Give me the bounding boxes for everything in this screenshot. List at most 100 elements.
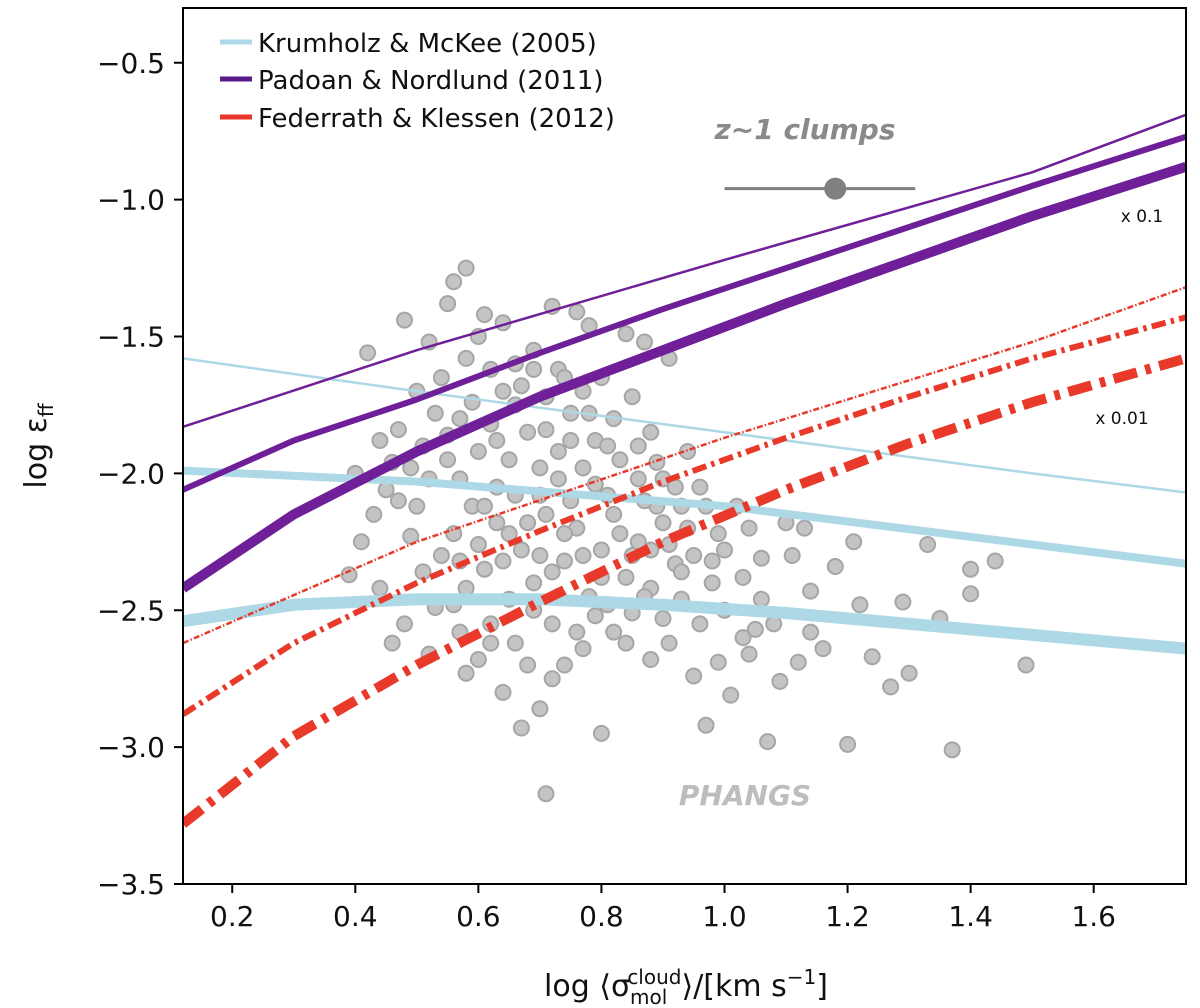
phangs-point bbox=[512, 377, 530, 395]
x-tick-label: 1.6 bbox=[1071, 900, 1116, 933]
phangs-point bbox=[814, 640, 832, 658]
phangs-point bbox=[519, 656, 537, 674]
model-line-federrath-thin bbox=[183, 286, 1186, 645]
phangs-point bbox=[783, 547, 801, 564]
model-line-krumholz-thick bbox=[183, 593, 1186, 655]
legend-label-krumholz: Krumholz & McKee (2005) bbox=[258, 29, 597, 59]
phangs-point bbox=[900, 664, 918, 682]
phangs-point bbox=[709, 653, 727, 671]
phangs-point bbox=[617, 325, 635, 343]
phangs-point bbox=[402, 527, 420, 545]
phangs-point bbox=[537, 785, 555, 803]
phangs-point bbox=[919, 536, 937, 553]
legend-label-padoan: Padoan & Nordlund (2011) bbox=[258, 66, 604, 96]
phangs-point bbox=[389, 421, 407, 439]
phangs-point bbox=[765, 615, 783, 633]
phangs-point bbox=[402, 459, 420, 477]
x-tick-label: 0.4 bbox=[333, 900, 378, 933]
phangs-point bbox=[703, 552, 721, 570]
phangs-point bbox=[734, 629, 752, 647]
clump-marker bbox=[724, 177, 916, 200]
phangs-point bbox=[519, 423, 537, 441]
x-tick-label: 0.8 bbox=[579, 900, 624, 933]
phangs-point bbox=[839, 735, 857, 753]
phangs-point bbox=[789, 653, 807, 671]
phangs-point bbox=[759, 733, 777, 751]
phangs-point bbox=[556, 525, 573, 543]
phangs-point bbox=[531, 700, 549, 718]
x-tick-label: 1.2 bbox=[825, 900, 870, 933]
phangs-point bbox=[882, 678, 900, 696]
phangs-point bbox=[396, 615, 413, 633]
phangs-point bbox=[543, 563, 561, 581]
legend-label-federrath: Federrath & Klessen (2012) bbox=[258, 104, 615, 134]
phangs-point bbox=[685, 547, 703, 564]
x-tick-label: 1.0 bbox=[702, 900, 747, 933]
phangs-point bbox=[383, 634, 401, 652]
model-line-padoan-thin bbox=[183, 113, 1186, 428]
phangs-point bbox=[592, 724, 610, 742]
phangs-point bbox=[556, 552, 573, 570]
phangs-point bbox=[556, 656, 573, 674]
y-tick-label: −2.0 bbox=[97, 457, 165, 490]
x-tick-label: 0.6 bbox=[456, 900, 501, 933]
legend: Krumholz & McKee (2005) Padoan & Nordlun… bbox=[220, 29, 615, 134]
phangs-point bbox=[574, 459, 592, 477]
phangs-point bbox=[740, 645, 758, 663]
phangs-point bbox=[771, 672, 789, 690]
y-tick-label: −2.5 bbox=[97, 594, 165, 627]
phangs-point bbox=[574, 547, 592, 564]
phangs-point bbox=[752, 549, 770, 567]
phangs-point bbox=[371, 432, 389, 449]
phangs-point bbox=[826, 558, 844, 575]
phangs-point bbox=[642, 651, 660, 668]
x-axis-label: log ⟨σmolcloud⟩/[km s−1] bbox=[544, 965, 828, 1008]
phangs-point bbox=[359, 344, 377, 362]
model-lines bbox=[183, 113, 1186, 828]
phangs-point bbox=[494, 382, 512, 400]
phangs-point bbox=[549, 470, 567, 488]
phangs-point bbox=[636, 333, 653, 351]
phangs-point bbox=[469, 651, 487, 668]
phangs-point bbox=[599, 437, 617, 455]
phangs-point bbox=[469, 443, 487, 460]
phangs-point bbox=[691, 478, 709, 496]
phangs-point bbox=[500, 451, 518, 469]
phangs-point bbox=[377, 481, 395, 499]
phangs-point bbox=[531, 547, 549, 564]
model-line-krumholz-thin bbox=[183, 357, 1186, 494]
phangs-point bbox=[451, 410, 469, 428]
phangs-point bbox=[568, 303, 586, 321]
phangs-point bbox=[476, 306, 493, 324]
phangs-point bbox=[482, 634, 500, 652]
phangs-point bbox=[654, 610, 672, 627]
phangs-point bbox=[519, 514, 537, 532]
x-tick-label: 1.4 bbox=[948, 900, 993, 933]
phangs-point bbox=[445, 273, 463, 291]
phangs-point bbox=[494, 683, 512, 701]
phangs-point bbox=[506, 634, 524, 652]
phangs-point bbox=[512, 541, 530, 559]
y-axis-ticks: −3.5 −3.0 −2.5 −2.0 −1.5 −1.0 −0.5 bbox=[97, 47, 183, 901]
phangs-point bbox=[691, 615, 709, 633]
phangs-point bbox=[863, 648, 881, 666]
phangs-point bbox=[629, 437, 647, 455]
phangs-point bbox=[962, 560, 980, 578]
phangs-point bbox=[685, 667, 703, 685]
phangs-point bbox=[476, 497, 493, 515]
clumps-label: z~1 clumps bbox=[713, 113, 895, 146]
phangs-point bbox=[623, 388, 641, 406]
phangs-point bbox=[709, 525, 727, 543]
scale-label-upper: x 0.1 bbox=[1121, 207, 1164, 227]
phangs-point bbox=[568, 623, 586, 641]
phangs-point bbox=[445, 525, 463, 543]
phangs-point bbox=[457, 349, 475, 367]
phangs-point bbox=[389, 492, 407, 510]
phangs-point bbox=[543, 670, 561, 688]
phangs-point bbox=[894, 593, 912, 611]
phangs-point bbox=[352, 533, 370, 551]
phangs-point bbox=[962, 585, 980, 603]
phangs-point bbox=[365, 505, 383, 523]
